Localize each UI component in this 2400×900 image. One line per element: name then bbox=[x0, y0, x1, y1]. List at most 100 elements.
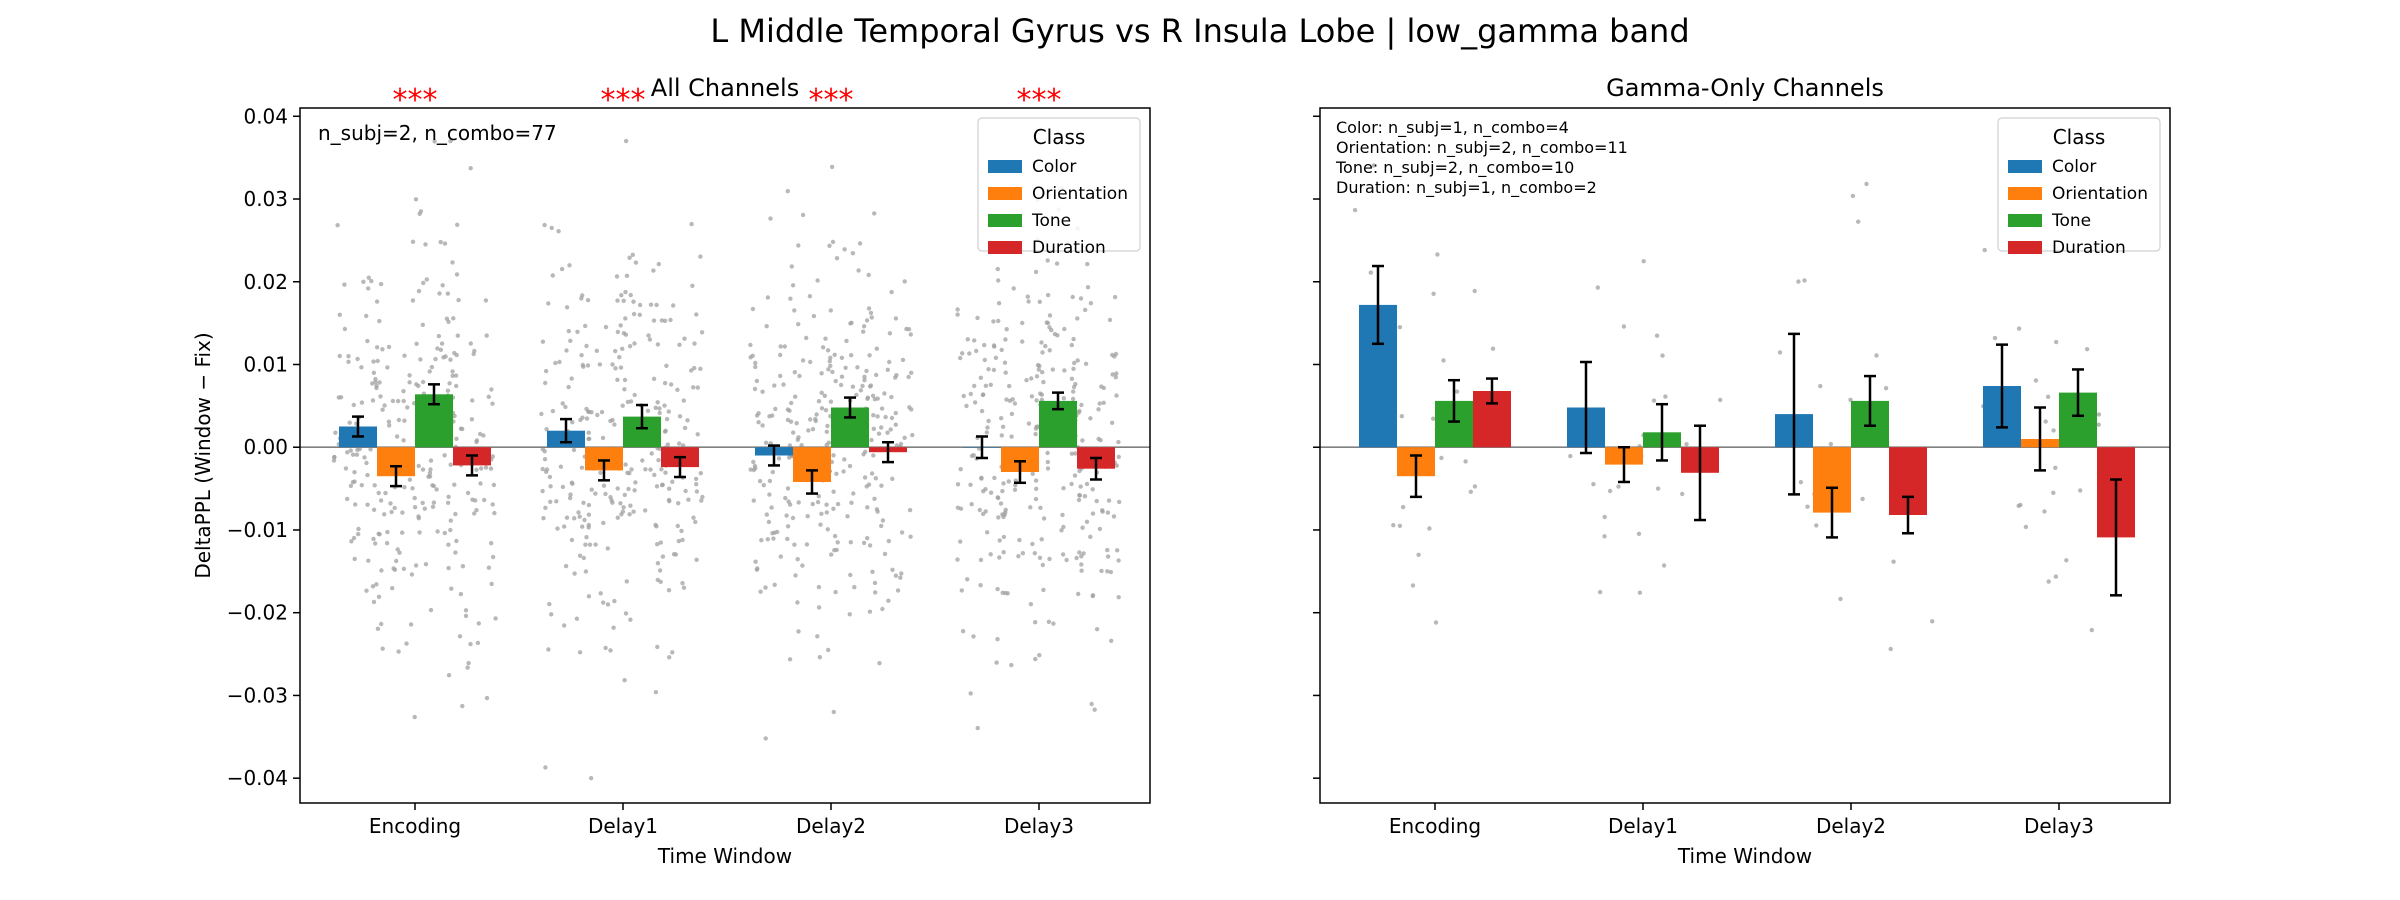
scatter-point bbox=[628, 399, 634, 404]
scatter-point bbox=[1400, 504, 1406, 510]
legend-label: Color bbox=[2052, 157, 2096, 177]
scatter-point bbox=[1040, 562, 1046, 568]
scatter-point bbox=[1655, 486, 1661, 491]
scatter-point bbox=[1034, 486, 1039, 491]
scatter-point bbox=[1077, 550, 1082, 555]
scatter-point bbox=[396, 649, 401, 654]
scatter-point bbox=[1029, 394, 1035, 399]
scatter-point bbox=[622, 387, 627, 392]
scatter-point bbox=[401, 438, 406, 443]
scatter-point bbox=[402, 353, 407, 358]
scatter-point bbox=[2053, 465, 2058, 470]
legend-swatch-tone bbox=[988, 214, 1022, 227]
scatter-point bbox=[772, 383, 777, 388]
scatter-point bbox=[1045, 320, 1051, 326]
scatter-point bbox=[810, 501, 815, 507]
scatter-point bbox=[1088, 416, 1093, 421]
scatter-point bbox=[1032, 551, 1038, 556]
scatter-point bbox=[792, 542, 797, 547]
scatter-point bbox=[1602, 534, 1607, 539]
scatter-point bbox=[548, 484, 553, 489]
scatter-point bbox=[434, 487, 439, 492]
scatter-point bbox=[395, 547, 400, 552]
scatter-point bbox=[478, 481, 483, 486]
scatter-point bbox=[626, 486, 631, 492]
scatter-point bbox=[445, 388, 451, 393]
scatter-point bbox=[691, 385, 696, 390]
scatter-point bbox=[816, 584, 822, 590]
scatter-point bbox=[996, 495, 1001, 501]
scatter-point bbox=[594, 348, 599, 353]
scatter-point bbox=[889, 394, 894, 400]
scatter-point bbox=[772, 582, 777, 587]
scatter-point bbox=[1094, 627, 1100, 632]
scatter-point bbox=[610, 500, 615, 505]
scatter-point bbox=[450, 373, 455, 378]
scatter-point bbox=[1441, 358, 1446, 363]
scatter-point bbox=[386, 419, 392, 424]
scatter-point bbox=[869, 437, 874, 443]
scatter-point bbox=[833, 378, 838, 384]
scatter-point bbox=[659, 318, 665, 323]
scatter-point bbox=[418, 209, 424, 214]
scatter-point bbox=[909, 370, 914, 375]
scatter-point bbox=[794, 421, 799, 426]
scatter-point bbox=[556, 229, 561, 234]
scatter-point bbox=[371, 507, 377, 512]
scatter-point bbox=[675, 523, 680, 529]
scatter-point bbox=[875, 396, 880, 401]
scatter-point bbox=[1013, 483, 1018, 488]
x-tick-label: Delay3 bbox=[1004, 814, 1074, 838]
scatter-point bbox=[808, 417, 813, 422]
scatter-point bbox=[1060, 512, 1065, 518]
scatter-point bbox=[446, 494, 451, 499]
scatter-point bbox=[472, 511, 477, 516]
scatter-point bbox=[346, 354, 351, 359]
scatter-point bbox=[882, 551, 888, 557]
scatter-point bbox=[451, 316, 456, 321]
scatter-point bbox=[872, 580, 878, 586]
scatter-point bbox=[380, 407, 385, 412]
scatter-point bbox=[988, 490, 994, 495]
scatter-point bbox=[880, 606, 885, 612]
scatter-point bbox=[1805, 504, 1810, 509]
scatter-point bbox=[981, 489, 986, 494]
scatter-point bbox=[439, 341, 445, 346]
scatter-point bbox=[1025, 294, 1031, 299]
scatter-point bbox=[855, 365, 860, 370]
scatter-point bbox=[1992, 335, 1998, 341]
scatter-point bbox=[1026, 421, 1032, 426]
scatter-point bbox=[1883, 386, 1889, 391]
scatter-point bbox=[795, 557, 800, 562]
scatter-point bbox=[653, 522, 658, 528]
scatter-point bbox=[621, 505, 626, 510]
scatter-point bbox=[828, 355, 833, 360]
scatter-point bbox=[698, 366, 703, 371]
scatter-point bbox=[1433, 620, 1439, 625]
scatter-point bbox=[870, 569, 875, 574]
scatter-point bbox=[407, 477, 413, 482]
scatter-point bbox=[1838, 596, 1843, 602]
scatter-point bbox=[580, 293, 585, 298]
scatter-point bbox=[401, 566, 407, 571]
scatter-point bbox=[1088, 301, 1094, 306]
scatter-point bbox=[618, 323, 623, 328]
scatter-point bbox=[1410, 583, 1416, 588]
scatter-point bbox=[1024, 378, 1029, 383]
scatter-point bbox=[470, 497, 475, 502]
scatter-point bbox=[1472, 288, 1477, 294]
scatter-point bbox=[483, 298, 489, 303]
legend-swatch-orientation bbox=[988, 187, 1022, 200]
scatter-point bbox=[902, 435, 907, 440]
scatter-point bbox=[682, 425, 688, 431]
scatter-point bbox=[753, 559, 758, 564]
scatter-point bbox=[1051, 621, 1056, 626]
scatter-point bbox=[1075, 358, 1080, 363]
scatter-point bbox=[823, 336, 828, 341]
scatter-point bbox=[623, 289, 628, 295]
scatter-point bbox=[445, 291, 451, 296]
scatter-point bbox=[580, 362, 585, 368]
scatter-point bbox=[797, 373, 802, 379]
scatter-point bbox=[771, 536, 776, 541]
scatter-point bbox=[546, 301, 551, 306]
